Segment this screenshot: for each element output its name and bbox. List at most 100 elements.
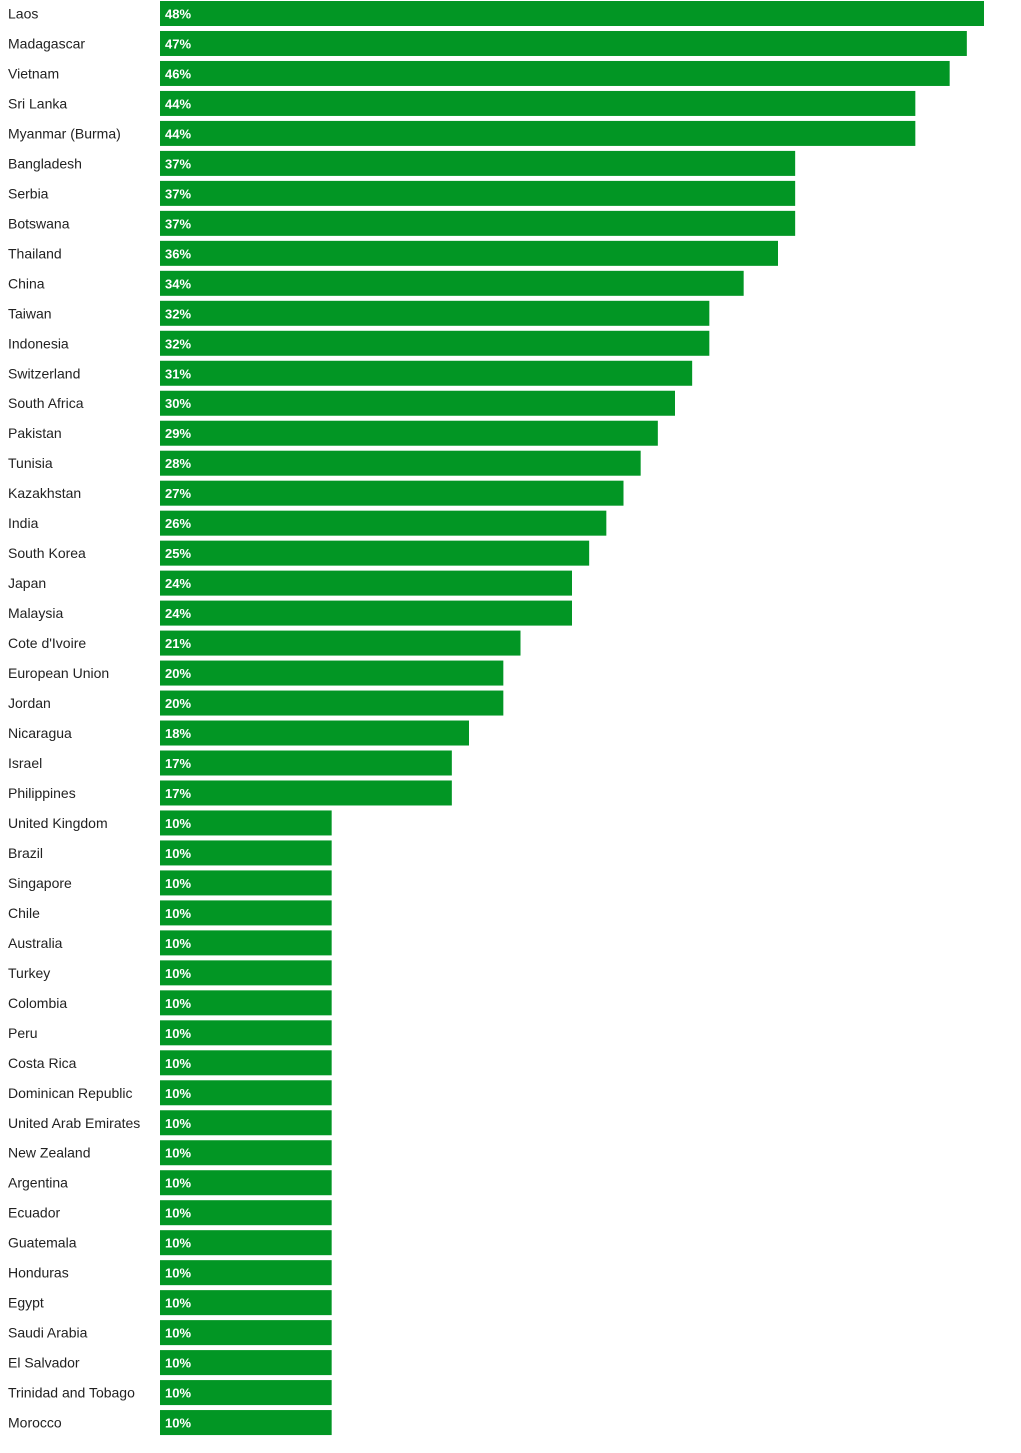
bar-row: South Korea 25% xyxy=(8,540,590,566)
value-label: 10% xyxy=(165,1386,191,1401)
value-label: 10% xyxy=(165,1176,191,1191)
category-label: Chile xyxy=(8,905,40,921)
value-label: 29% xyxy=(165,426,191,441)
bar xyxy=(160,1200,332,1226)
value-label: 10% xyxy=(165,936,191,951)
bar xyxy=(160,30,967,56)
bar-row: El Salvador 10% xyxy=(8,1350,332,1376)
bar-row: Brazil 10% xyxy=(8,840,332,866)
category-label: Serbia xyxy=(8,185,49,201)
bar-row: Colombia 10% xyxy=(8,990,332,1016)
category-label: Turkey xyxy=(8,965,50,981)
bar xyxy=(160,1080,332,1106)
bar xyxy=(160,240,778,266)
bar xyxy=(160,660,504,686)
category-label: Nicaragua xyxy=(8,725,72,741)
value-label: 10% xyxy=(165,966,191,981)
category-label: Myanmar (Burma) xyxy=(8,125,121,141)
bar xyxy=(160,510,607,536)
bar xyxy=(160,990,332,1016)
value-label: 32% xyxy=(165,306,191,321)
value-label: 36% xyxy=(165,246,191,261)
value-label: 10% xyxy=(165,1116,191,1131)
bar xyxy=(160,1230,332,1256)
bar-row: Switzerland 31% xyxy=(8,360,693,386)
value-label: 10% xyxy=(165,1206,191,1221)
value-label: 46% xyxy=(165,66,191,81)
bar-row: China 34% xyxy=(8,270,744,296)
value-label: 10% xyxy=(165,1326,191,1341)
bar xyxy=(160,1170,332,1196)
bar xyxy=(160,1020,332,1046)
bar-row: New Zealand 10% xyxy=(8,1140,332,1166)
value-label: 27% xyxy=(165,486,191,501)
category-label: Botswana xyxy=(8,215,70,231)
value-label: 10% xyxy=(165,816,191,831)
value-label: 10% xyxy=(165,906,191,921)
category-label: Philippines xyxy=(8,785,76,801)
value-label: 18% xyxy=(165,726,191,741)
value-label: 10% xyxy=(165,1356,191,1371)
bar xyxy=(160,210,796,236)
bar-row: Nicaragua 18% xyxy=(8,720,469,746)
bar-row: United Arab Emirates 10% xyxy=(8,1110,332,1136)
category-label: Switzerland xyxy=(8,365,80,381)
category-label: Honduras xyxy=(8,1265,69,1281)
bar xyxy=(160,690,504,716)
bar-row: Honduras 10% xyxy=(8,1260,332,1286)
category-label: Taiwan xyxy=(8,305,52,321)
bar xyxy=(160,300,710,326)
bar xyxy=(160,930,332,956)
value-label: 24% xyxy=(165,576,191,591)
bar-row: Dominican Republic 10% xyxy=(8,1080,332,1106)
category-label: Israel xyxy=(8,755,42,771)
bar xyxy=(160,1320,332,1346)
value-label: 26% xyxy=(165,516,191,531)
bar-row: South Africa 30% xyxy=(8,390,675,416)
category-label: United Arab Emirates xyxy=(8,1115,140,1131)
category-label: Kazakhstan xyxy=(8,485,81,501)
bar-row: Sri Lanka 44% xyxy=(8,90,916,116)
category-label: Malaysia xyxy=(8,605,63,621)
category-label: Singapore xyxy=(8,875,72,891)
bar xyxy=(160,840,332,866)
category-label: Thailand xyxy=(8,245,62,261)
bar xyxy=(160,390,675,416)
bar-row: Thailand 36% xyxy=(8,240,778,266)
bar xyxy=(160,1,984,26)
category-label: Morocco xyxy=(8,1415,62,1431)
category-label: Ecuador xyxy=(8,1205,60,1221)
bar-row: Australia 10% xyxy=(8,930,332,956)
value-label: 37% xyxy=(165,156,191,171)
bar-row: India 26% xyxy=(8,510,607,536)
bar xyxy=(160,960,332,986)
category-label: Egypt xyxy=(8,1295,44,1311)
value-label: 48% xyxy=(165,7,191,22)
bar-row: Tunisia 28% xyxy=(8,450,641,476)
bar-row: Taiwan 32% xyxy=(8,300,710,326)
bar-row: Bangladesh 37% xyxy=(8,150,796,176)
category-label: Peru xyxy=(8,1025,38,1041)
bar xyxy=(160,1410,332,1436)
category-label: India xyxy=(8,515,39,531)
value-label: 30% xyxy=(165,396,191,411)
bar xyxy=(160,420,658,446)
bar xyxy=(160,1140,332,1166)
bar xyxy=(160,150,796,176)
value-label: 20% xyxy=(165,696,191,711)
bar-row: Saudi Arabia 10% xyxy=(8,1320,332,1346)
bar xyxy=(160,720,469,746)
category-label: Trinidad and Tobago xyxy=(8,1385,135,1401)
category-label: Bangladesh xyxy=(8,155,82,171)
bar xyxy=(160,480,624,506)
bar xyxy=(160,1110,332,1136)
value-label: 25% xyxy=(165,546,191,561)
bar-row: Myanmar (Burma) 44% xyxy=(8,120,916,146)
bar-row: Kazakhstan 27% xyxy=(8,480,624,506)
category-label: United Kingdom xyxy=(8,815,108,831)
category-label: Laos xyxy=(8,6,38,22)
bar-row: Madagascar 47% xyxy=(8,30,967,56)
bar xyxy=(160,1380,332,1406)
bar-row: Singapore 10% xyxy=(8,870,332,896)
bar xyxy=(160,330,710,356)
